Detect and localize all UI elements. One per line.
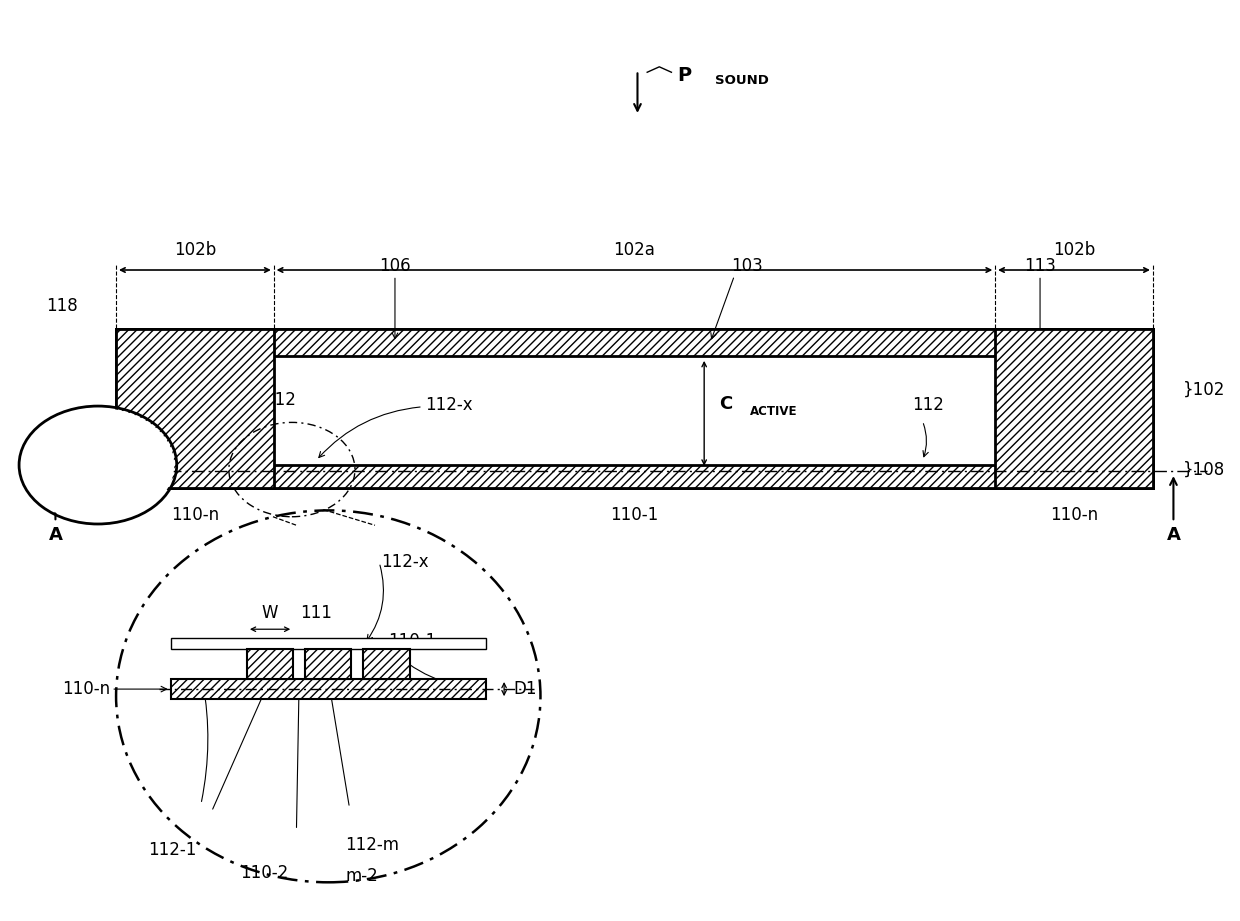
Bar xyxy=(117,329,274,488)
Text: 118: 118 xyxy=(46,297,77,315)
Text: 112-x: 112-x xyxy=(425,396,472,414)
Text: 110-1: 110-1 xyxy=(388,632,436,649)
Text: D1: D1 xyxy=(513,680,537,698)
Text: 112-1: 112-1 xyxy=(148,842,196,859)
Text: SOUND: SOUND xyxy=(715,74,769,87)
Text: 110-n: 110-n xyxy=(171,506,219,524)
Circle shape xyxy=(21,408,175,522)
Text: C: C xyxy=(719,395,732,414)
Text: 102b: 102b xyxy=(174,241,216,259)
Text: W: W xyxy=(262,604,278,622)
Text: 112-m: 112-m xyxy=(345,836,399,854)
Text: 102a: 102a xyxy=(614,241,656,259)
Bar xyxy=(996,329,1153,488)
Bar xyxy=(363,649,409,679)
Text: 112-x: 112-x xyxy=(382,554,429,571)
Text: m-2: m-2 xyxy=(345,868,378,885)
Text: }102: }102 xyxy=(1183,381,1225,399)
Bar xyxy=(247,649,293,679)
Text: 112: 112 xyxy=(913,396,945,414)
Text: 113: 113 xyxy=(1024,257,1056,274)
Bar xyxy=(117,465,1153,488)
Bar xyxy=(171,679,486,699)
Text: P: P xyxy=(677,66,692,86)
Text: }108: }108 xyxy=(1183,460,1225,479)
Text: 112: 112 xyxy=(264,391,295,410)
Text: ACTIVE: ACTIVE xyxy=(750,405,797,418)
Text: 110-2: 110-2 xyxy=(241,864,289,881)
Text: A: A xyxy=(1167,526,1180,544)
Text: 110-n: 110-n xyxy=(1050,506,1099,524)
Text: 106: 106 xyxy=(379,257,410,274)
Bar xyxy=(117,329,1153,356)
Bar xyxy=(305,649,351,679)
Text: 111: 111 xyxy=(300,604,332,622)
Text: 102b: 102b xyxy=(1053,241,1095,259)
Text: 103: 103 xyxy=(730,257,763,274)
Text: 110-1: 110-1 xyxy=(610,506,658,524)
Text: A: A xyxy=(48,526,62,544)
Bar xyxy=(117,329,1153,488)
Bar xyxy=(171,638,486,649)
Text: 110-n: 110-n xyxy=(62,680,110,698)
